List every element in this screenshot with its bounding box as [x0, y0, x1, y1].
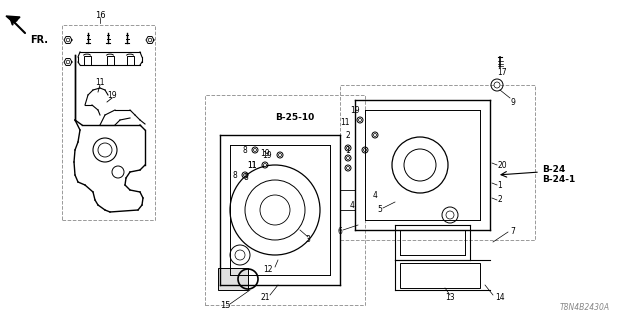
Bar [340, 85, 535, 240]
Text: 8: 8 [232, 171, 237, 180]
Text: 17: 17 [497, 68, 507, 76]
Text: 1: 1 [497, 180, 502, 189]
Circle shape [494, 82, 500, 88]
Text: 19: 19 [350, 106, 360, 115]
Polygon shape [64, 59, 72, 66]
Text: 14: 14 [495, 293, 505, 302]
Text: 15: 15 [220, 301, 230, 310]
Circle shape [253, 148, 257, 151]
Text: 4: 4 [349, 201, 355, 210]
Text: 11: 11 [95, 77, 105, 86]
Bar [62, 25, 155, 220]
Text: 4: 4 [372, 190, 378, 199]
Text: 2: 2 [497, 196, 502, 204]
Polygon shape [64, 36, 72, 44]
Polygon shape [146, 36, 154, 44]
Bar [218, 268, 248, 290]
Text: 19: 19 [262, 150, 272, 159]
Text: 1: 1 [345, 146, 350, 155]
Text: 13: 13 [445, 293, 455, 302]
Circle shape [278, 154, 282, 156]
Bar [83, 55, 90, 65]
Circle shape [358, 118, 362, 122]
Text: 8: 8 [243, 172, 248, 181]
Circle shape [374, 133, 376, 137]
Text: B-24: B-24 [542, 165, 565, 174]
Text: 2: 2 [345, 131, 350, 140]
Text: 5: 5 [378, 205, 383, 214]
Text: FR.: FR. [30, 35, 48, 45]
Text: 20: 20 [497, 161, 507, 170]
Bar [106, 55, 113, 65]
Text: 6: 6 [337, 228, 342, 236]
Text: 3: 3 [305, 236, 310, 244]
Bar [400, 263, 480, 288]
Circle shape [364, 148, 367, 151]
Text: 11: 11 [248, 161, 257, 170]
Text: 8: 8 [243, 146, 247, 155]
Circle shape [346, 166, 349, 170]
Text: T8N4B2430A: T8N4B2430A [560, 303, 610, 312]
Text: 9: 9 [510, 98, 515, 107]
Bar [127, 55, 134, 65]
Circle shape [346, 156, 349, 159]
Text: 16: 16 [95, 11, 106, 20]
Circle shape [346, 147, 349, 149]
Text: B-25-10: B-25-10 [275, 113, 315, 122]
Text: B-24-1: B-24-1 [542, 175, 575, 184]
Text: 7: 7 [510, 228, 515, 236]
Text: 21: 21 [260, 292, 269, 301]
Text: 19: 19 [260, 148, 270, 157]
Polygon shape [6, 16, 20, 23]
Text: 12: 12 [263, 266, 273, 275]
Circle shape [264, 164, 266, 166]
Text: 11: 11 [248, 161, 257, 170]
Text: 11: 11 [340, 117, 350, 126]
Text: 19: 19 [107, 91, 117, 100]
Bar [205, 95, 365, 305]
Circle shape [243, 173, 246, 177]
